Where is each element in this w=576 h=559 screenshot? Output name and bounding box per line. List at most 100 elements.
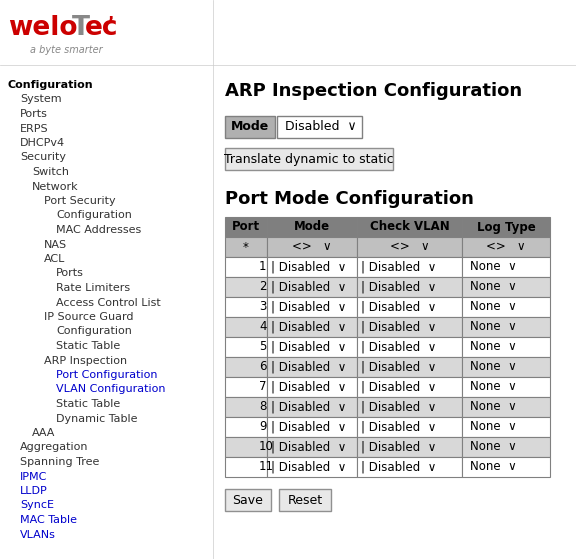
Text: a byte smarter: a byte smarter — [30, 45, 103, 55]
Bar — [267, 297, 357, 317]
Text: None  ∨: None ∨ — [470, 301, 517, 314]
Text: Dynamic Table: Dynamic Table — [56, 414, 138, 424]
Text: ARP Inspection: ARP Inspection — [44, 356, 127, 366]
Text: Save: Save — [233, 494, 263, 506]
Bar — [225, 297, 267, 317]
Bar — [462, 337, 550, 357]
Bar — [225, 217, 267, 237]
Text: None  ∨: None ∨ — [470, 440, 517, 453]
Text: None  ∨: None ∨ — [470, 420, 517, 433]
Bar — [267, 357, 357, 377]
Text: System: System — [20, 94, 62, 105]
Bar — [225, 489, 271, 511]
Text: | Disabled  ∨: | Disabled ∨ — [361, 320, 437, 334]
Text: ’: ’ — [108, 15, 115, 33]
Bar — [462, 417, 550, 437]
Text: SyncE: SyncE — [20, 500, 54, 510]
Bar — [225, 417, 267, 437]
Text: ERPS: ERPS — [20, 124, 48, 134]
Bar — [462, 317, 550, 337]
Bar — [225, 116, 275, 138]
Text: | Disabled  ∨: | Disabled ∨ — [361, 281, 437, 293]
Bar — [267, 397, 357, 417]
Bar — [267, 277, 357, 297]
Text: Switch: Switch — [32, 167, 69, 177]
Text: | Disabled  ∨: | Disabled ∨ — [361, 301, 437, 314]
Bar — [267, 217, 357, 237]
Text: VLANs: VLANs — [20, 529, 56, 539]
Text: | Disabled  ∨: | Disabled ∨ — [271, 440, 346, 453]
Bar — [225, 377, 267, 397]
Bar — [462, 397, 550, 417]
Bar — [357, 437, 462, 457]
Text: *: * — [243, 240, 249, 253]
Bar — [225, 317, 267, 337]
Bar — [462, 237, 550, 257]
Text: | Disabled  ∨: | Disabled ∨ — [271, 361, 346, 373]
Text: Static Table: Static Table — [56, 341, 120, 351]
Bar — [225, 457, 267, 477]
Text: 5: 5 — [259, 340, 266, 353]
Text: Port Security: Port Security — [44, 196, 116, 206]
Text: Configuration: Configuration — [56, 326, 132, 337]
Text: 3: 3 — [259, 301, 266, 314]
Text: <>   ∨: <> ∨ — [486, 240, 526, 253]
Text: Ports: Ports — [56, 268, 84, 278]
Text: | Disabled  ∨: | Disabled ∨ — [361, 400, 437, 414]
Text: | Disabled  ∨: | Disabled ∨ — [361, 381, 437, 394]
Text: NAS: NAS — [44, 239, 67, 249]
Bar — [267, 337, 357, 357]
Text: Mode: Mode — [231, 121, 269, 134]
Text: Check VLAN: Check VLAN — [370, 220, 449, 234]
Text: Spanning Tree: Spanning Tree — [20, 457, 100, 467]
Bar — [225, 397, 267, 417]
Bar — [225, 277, 267, 297]
Text: 4: 4 — [259, 320, 267, 334]
Text: None  ∨: None ∨ — [470, 381, 517, 394]
Text: 9: 9 — [259, 420, 267, 433]
Text: Aggregation: Aggregation — [20, 443, 89, 452]
Text: Reset: Reset — [287, 494, 323, 506]
Bar — [267, 377, 357, 397]
Bar — [462, 277, 550, 297]
Bar — [267, 237, 357, 257]
Bar — [357, 397, 462, 417]
Text: Port Configuration: Port Configuration — [56, 370, 157, 380]
Text: | Disabled  ∨: | Disabled ∨ — [271, 281, 346, 293]
Bar — [357, 277, 462, 297]
Text: | Disabled  ∨: | Disabled ∨ — [271, 320, 346, 334]
Bar — [357, 377, 462, 397]
Text: 10: 10 — [259, 440, 274, 453]
Bar — [357, 317, 462, 337]
Text: Access Control List: Access Control List — [56, 297, 161, 307]
Text: | Disabled  ∨: | Disabled ∨ — [361, 260, 437, 273]
Text: Log Type: Log Type — [476, 220, 535, 234]
Bar — [279, 489, 331, 511]
Text: Static Table: Static Table — [56, 399, 120, 409]
Text: 2: 2 — [259, 281, 267, 293]
Text: <>   ∨: <> ∨ — [390, 240, 429, 253]
Bar — [357, 257, 462, 277]
Bar — [462, 457, 550, 477]
Text: ec: ec — [85, 15, 119, 41]
Bar — [267, 417, 357, 437]
Text: 6: 6 — [259, 361, 267, 373]
Bar — [462, 357, 550, 377]
Bar — [357, 457, 462, 477]
Bar — [277, 116, 362, 138]
Bar — [462, 297, 550, 317]
Text: DHCPv4: DHCPv4 — [20, 138, 65, 148]
Bar — [225, 257, 267, 277]
Bar — [462, 437, 550, 457]
Bar — [225, 237, 267, 257]
Text: 8: 8 — [259, 400, 266, 414]
Bar — [357, 237, 462, 257]
Text: Translate dynamic to static: Translate dynamic to static — [224, 153, 394, 165]
Text: Disabled  ∨: Disabled ∨ — [285, 121, 357, 134]
Bar — [267, 257, 357, 277]
Text: None  ∨: None ∨ — [470, 361, 517, 373]
Text: Security: Security — [20, 153, 66, 163]
Text: None  ∨: None ∨ — [470, 400, 517, 414]
Text: MAC Addresses: MAC Addresses — [56, 225, 141, 235]
Bar — [267, 437, 357, 457]
